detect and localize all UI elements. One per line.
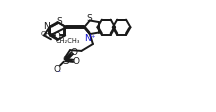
Text: S: S	[62, 56, 69, 66]
Text: O: O	[72, 57, 79, 66]
Text: N: N	[43, 22, 50, 31]
Text: CH₃: CH₃	[40, 31, 54, 37]
Text: ⁻: ⁻	[56, 68, 60, 77]
Text: O: O	[70, 48, 77, 57]
Text: O: O	[54, 65, 60, 74]
Text: CH₂CH₃: CH₂CH₃	[55, 38, 79, 44]
Text: S: S	[86, 14, 92, 23]
Text: O: O	[53, 32, 60, 41]
Text: N⁺: N⁺	[84, 34, 96, 43]
Text: S: S	[57, 16, 62, 25]
